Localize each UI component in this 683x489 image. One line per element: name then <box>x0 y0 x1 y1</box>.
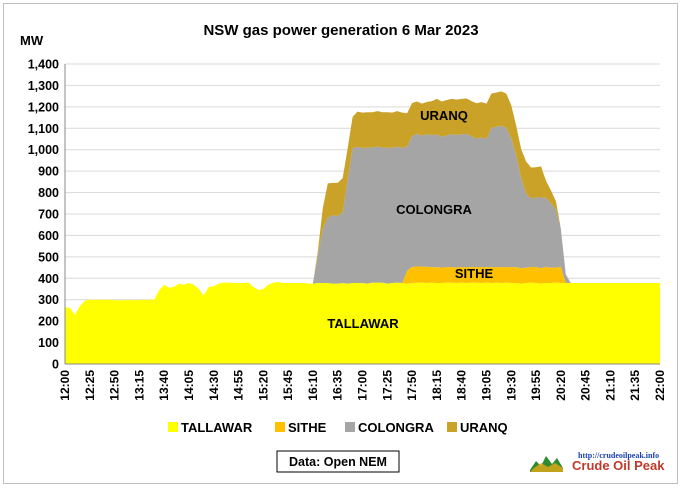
y-tick-label: 1,000 <box>28 143 59 157</box>
source-box: Data: Open NEM <box>276 450 400 473</box>
y-tick-label: 1,300 <box>28 79 59 93</box>
source-text: Data: Open NEM <box>289 455 387 469</box>
x-tick-label: 14:55 <box>232 370 246 401</box>
x-tick-label: 17:25 <box>380 370 394 401</box>
area-colongra <box>65 125 660 315</box>
legend-swatch-uranq <box>447 422 457 432</box>
x-tick-label: 21:10 <box>603 370 617 401</box>
stacked-areas <box>65 91 660 364</box>
annotation-colongra: COLONGRA <box>396 202 472 217</box>
x-tick-label: 18:15 <box>430 370 444 401</box>
y-tick-label: 1,100 <box>28 122 59 136</box>
x-tick-label: 16:10 <box>306 370 320 401</box>
x-tick-label: 13:15 <box>132 370 146 401</box>
x-tick-label: 14:05 <box>182 370 196 401</box>
legend-label-colongra: COLONGRA <box>358 420 434 435</box>
x-tick-label: 12:50 <box>108 370 122 401</box>
x-tick-label: 19:30 <box>504 370 518 401</box>
y-tick-label: 1,200 <box>28 100 59 114</box>
legend: TALLAWAR SITHE COLONGRA URANQ <box>168 420 508 435</box>
y-tick-label: 700 <box>38 208 59 222</box>
y-tick-label: 1,400 <box>28 58 59 72</box>
legend-swatch-sithe <box>275 422 285 432</box>
x-tick-label: 15:45 <box>281 370 295 401</box>
y-tick-label: 200 <box>38 315 59 329</box>
x-tick-labels: 12:00 12:25 12:50 13:15 13:40 14:05 14:30 14:55… <box>58 370 667 401</box>
area-sithe <box>65 266 660 315</box>
brand-url: http://crudeoilpeak.info <box>578 451 659 460</box>
legend-label-sithe: SITHE <box>288 420 327 435</box>
area-uranq <box>65 91 660 315</box>
x-tick-label: 15:20 <box>256 370 270 401</box>
area-tallawar <box>65 282 660 364</box>
y-tick-label: 500 <box>38 250 59 264</box>
source-box-border <box>276 450 400 473</box>
legend-swatch-tallawar <box>168 422 178 432</box>
x-tick-label: 20:45 <box>579 370 593 401</box>
logo-oil-icon <box>530 463 563 472</box>
x-tick-label: 16:35 <box>331 370 345 401</box>
brand-name: Crude Oil Peak <box>572 458 665 473</box>
x-tick-label: 17:50 <box>405 370 419 401</box>
x-tick-label: 14:30 <box>207 370 221 401</box>
legend-label-tallawar: TALLAWAR <box>181 420 253 435</box>
x-tick-label: 13:40 <box>157 370 171 401</box>
y-tick-label: 400 <box>38 272 59 286</box>
x-tick-label: 22:00 <box>653 370 667 401</box>
annotation-sithe: SITHE <box>455 266 494 281</box>
y-tick-label: 100 <box>38 336 59 350</box>
annotation-uranq: URANQ <box>420 108 468 123</box>
legend-swatch-colongra <box>345 422 355 432</box>
brand-logo: http://crudeoilpeak.info Crude Oil Peak <box>530 451 665 473</box>
legend-label-uranq: URANQ <box>460 420 508 435</box>
y-axis-unit: MW <box>20 33 44 48</box>
y-tick-label: 800 <box>38 186 59 200</box>
x-tick-label: 12:00 <box>58 370 72 401</box>
x-tick-label: 20:20 <box>554 370 568 401</box>
chart-title: NSW gas power generation 6 Mar 2023 <box>203 22 478 39</box>
y-tick-label: 600 <box>38 229 59 243</box>
x-tick-label: 18:40 <box>455 370 469 401</box>
x-tick-label: 12:25 <box>83 370 97 401</box>
x-tick-label: 21:35 <box>628 370 642 401</box>
y-tick-label: 900 <box>38 165 59 179</box>
y-tick-label: 0 <box>52 358 59 372</box>
x-tick-label: 19:05 <box>480 370 494 401</box>
annotation-tallawar: TALLAWAR <box>327 316 399 331</box>
x-tick-label: 17:00 <box>356 370 370 401</box>
axes <box>64 64 660 365</box>
x-tick-label: 19:55 <box>529 370 543 401</box>
y-tick-labels: 0 100 200 300 400 500 600 700 800 900 1,000 1,100 1,… <box>28 58 59 372</box>
y-tick-label: 300 <box>38 293 59 307</box>
